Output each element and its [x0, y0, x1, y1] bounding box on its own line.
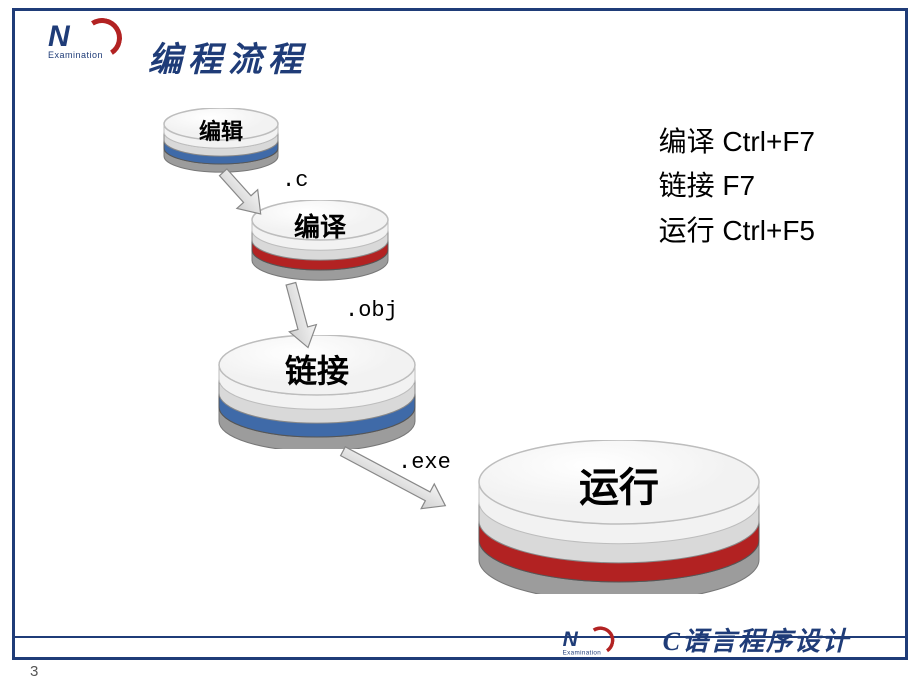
flow-node-label: 运行: [475, 455, 763, 513]
logo-letter: N: [48, 20, 70, 54]
flow-node-link: 链接: [215, 335, 419, 449]
flow-node-run: 运行: [475, 440, 763, 594]
page-number: 3: [30, 663, 38, 680]
slide-title: 编程流程: [148, 32, 308, 81]
flow-node-label: 编译: [248, 207, 392, 244]
slide: N Examination 编程流程 编译 Ctrl+F7 链接 F7 运行 C…: [0, 0, 920, 690]
slide-frame: [12, 8, 908, 660]
logo-footer: N Examination: [563, 629, 620, 660]
shortcut-row: 编译 Ctrl+F7: [659, 120, 815, 164]
shortcut-list: 编译 Ctrl+F7 链接 F7 运行 Ctrl+F5: [659, 120, 815, 253]
flow-node-label: 链接: [215, 346, 419, 392]
shortcut-row: 运行 Ctrl+F5: [659, 209, 815, 253]
flow-edge-label: .obj: [345, 298, 398, 323]
flow-node-compile: 编译: [248, 200, 392, 282]
logo-subtext: Examination: [563, 649, 602, 656]
logo-subtext: Examination: [48, 50, 103, 60]
flow-edge-label: .c: [282, 168, 308, 193]
flow-node-edit: 编辑: [160, 108, 282, 176]
logo-top: N Examination: [48, 22, 130, 66]
flow-node-label: 编辑: [160, 114, 282, 146]
flow-edge-label: .exe: [398, 450, 451, 475]
shortcut-row: 链接 F7: [659, 164, 815, 208]
footer-title: C语言程序设计: [663, 621, 850, 658]
